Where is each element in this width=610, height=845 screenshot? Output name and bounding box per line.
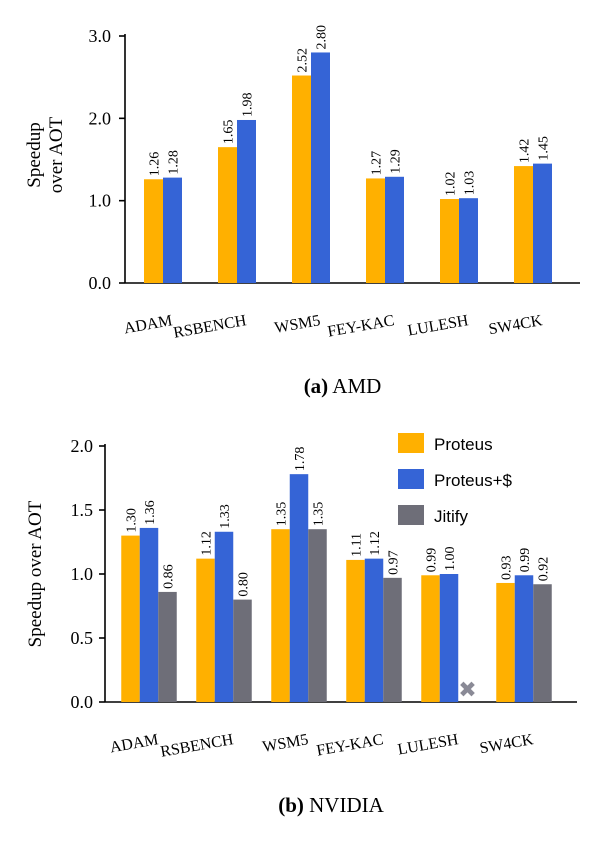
bar — [237, 119, 256, 283]
bar-value-label: 1.26 — [148, 152, 163, 177]
bar-value-label: 0.80 — [237, 572, 252, 597]
caption-label: (a) — [304, 374, 329, 398]
bar — [514, 575, 534, 702]
y-axis-label: Speedup over AOT — [25, 500, 46, 647]
bar-value-label: 0.86 — [162, 564, 177, 589]
legend-label: Proteus — [434, 435, 493, 454]
y-tick-label: 1.0 — [89, 191, 112, 211]
panel-caption: (b) NVIDIA — [278, 793, 384, 817]
y-tick-label: 1.5 — [71, 500, 94, 520]
bar-value-label: 1.35 — [312, 502, 327, 527]
bar-value-label: 0.99 — [425, 548, 440, 573]
bar — [514, 166, 533, 283]
y-tick-label: 2.0 — [89, 108, 112, 128]
x-tick-label: RSBENCH — [172, 312, 248, 342]
bar-value-label: 1.29 — [389, 149, 404, 174]
bar — [496, 582, 515, 702]
legend-swatch — [398, 469, 424, 489]
bar-value-label: 1.02 — [444, 172, 459, 197]
y-tick-label: 0.0 — [89, 273, 112, 293]
x-tick-label: RSBENCH — [159, 731, 235, 761]
y-axis-label: over AOT — [46, 116, 67, 193]
bar-value-label: 1.12 — [200, 531, 215, 556]
legend-swatch — [398, 505, 424, 525]
bar-value-label: 1.65 — [222, 120, 237, 145]
bar — [533, 163, 552, 283]
bar-value-label: 2.80 — [315, 25, 330, 50]
caption-label: (b) — [278, 793, 304, 817]
legend-label: Proteus+$ — [434, 471, 513, 490]
bar-value-label: 1.42 — [518, 139, 533, 164]
bar-value-label: 0.93 — [500, 555, 515, 580]
bar — [366, 178, 385, 283]
chart-amd: 0.0 1.0 2.0 3.0 Speedup over AOT 1.26 1.28 ADAM 1… — [24, 25, 580, 398]
x-tick-label: SW4CK — [487, 312, 544, 338]
bar — [158, 591, 177, 702]
bar — [144, 179, 163, 283]
bar-value-label: 1.98 — [241, 92, 256, 117]
bar — [385, 176, 404, 283]
legend-label: Jitify — [434, 507, 469, 526]
x-tick-label: FEY-KAC — [315, 731, 384, 759]
bar — [121, 535, 140, 702]
bar-value-label: 0.97 — [387, 550, 402, 575]
y-tick-label: 1.0 — [71, 564, 94, 584]
bar-value-label: 1.78 — [293, 447, 308, 472]
bar — [292, 75, 311, 284]
legend-swatch — [398, 433, 424, 453]
bar-value-label: 1.27 — [370, 151, 385, 176]
bar-value-label: 1.00 — [443, 547, 458, 572]
bar — [364, 558, 384, 702]
y-axis-label: Speedup — [24, 122, 45, 187]
caption-text: AMD — [328, 374, 381, 398]
bar-value-label: 1.30 — [125, 508, 140, 533]
x-tick-label: SW4CK — [478, 731, 535, 757]
bar-value-label: 1.35 — [275, 502, 290, 527]
y-tick-label: 2.0 — [71, 436, 94, 456]
y-tick-label: 0.5 — [71, 628, 94, 648]
panel-caption: (a) AMD — [304, 374, 382, 398]
x-tick-label: WSM5 — [273, 312, 321, 337]
bar-value-label: 1.28 — [167, 150, 182, 175]
y-tick-label: 3.0 — [89, 26, 112, 46]
missing-marker: ✖ — [458, 677, 476, 702]
bar — [214, 531, 234, 702]
legend: Proteus Proteus+$ Jitify — [398, 433, 513, 526]
bar — [308, 529, 327, 702]
bar — [289, 474, 309, 702]
bar — [421, 575, 440, 702]
bar — [218, 147, 237, 283]
x-tick-label: ADAM — [109, 731, 160, 756]
bar — [533, 584, 552, 702]
bar — [163, 177, 182, 283]
bar-value-label: 2.52 — [296, 48, 311, 73]
bar-value-label: 0.92 — [537, 557, 552, 582]
bar-value-label: 1.12 — [368, 531, 383, 556]
x-tick-label: LULESH — [396, 731, 460, 758]
bar — [346, 559, 365, 702]
x-tick-label: WSM5 — [261, 731, 309, 756]
chart-nvidia: 0.0 0.5 1.0 1.5 2.0 Speedup over AOT 1.30 1.36 0… — [25, 433, 577, 817]
bar — [383, 577, 402, 702]
bar — [233, 599, 252, 702]
bar-value-label: 1.03 — [463, 171, 478, 196]
x-tick-label: FEY-KAC — [326, 312, 395, 340]
caption-text: NVIDIA — [304, 793, 385, 817]
bar — [196, 558, 215, 702]
bar-value-label: 1.45 — [537, 136, 552, 161]
bar-value-label: 1.33 — [218, 504, 233, 529]
y-tick-label: 0.0 — [71, 692, 94, 712]
bar — [271, 529, 290, 702]
bar-value-label: 1.11 — [350, 533, 365, 557]
x-tick-label: ADAM — [123, 312, 174, 337]
bar-value-label: 0.99 — [518, 548, 533, 573]
bar — [459, 198, 478, 283]
x-tick-label: LULESH — [406, 312, 470, 339]
bar — [439, 574, 459, 702]
bar — [311, 52, 330, 283]
bar — [139, 527, 159, 702]
bar — [440, 199, 459, 283]
bar-value-label: 1.36 — [143, 500, 158, 525]
